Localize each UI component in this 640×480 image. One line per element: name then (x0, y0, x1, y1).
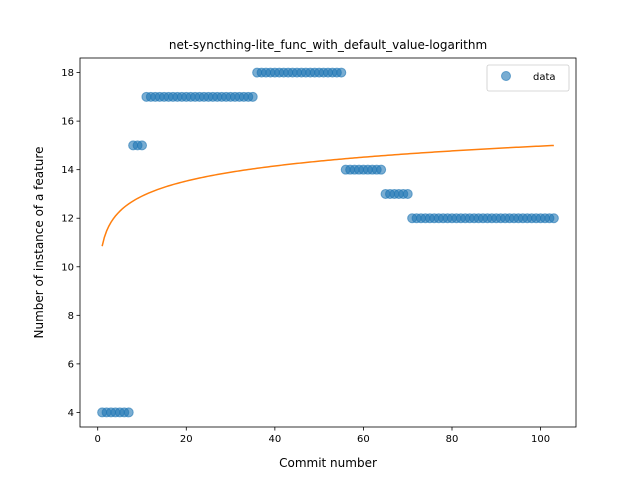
y-axis-title: Number of instance of a feature (32, 147, 46, 339)
y-axis: 4 6 8 10 12 14 16 18 (61, 68, 80, 419)
data-point (336, 67, 347, 78)
legend-box (486, 64, 570, 92)
y-tick-label: 10 (61, 262, 74, 273)
legend-marker-data (501, 71, 511, 81)
y-tick-label: 16 (61, 117, 74, 128)
legend: data (486, 64, 570, 92)
x-tick-label: 40 (268, 434, 281, 445)
y-tick-label: 12 (61, 214, 74, 225)
y-tick-label: 18 (61, 68, 74, 79)
data-point (247, 91, 258, 102)
fit-line (101, 144, 554, 247)
x-tick-label: 0 (95, 434, 101, 445)
x-axis-title: Commit number (279, 456, 377, 470)
data-point (137, 140, 147, 151)
data-point (548, 213, 559, 224)
x-tick-label: 80 (446, 434, 459, 445)
plot-area (97, 67, 559, 418)
plot-frame (79, 57, 577, 428)
legend-label-data: data (533, 72, 556, 83)
y-tick-label: 14 (61, 165, 74, 176)
x-axis: 0 20 40 60 80 100 (95, 427, 550, 445)
y-tick-label: 4 (68, 408, 74, 419)
chart-title: net-syncthing-lite_func_with_default_val… (169, 38, 487, 52)
data-point (402, 188, 413, 199)
data-point (376, 164, 387, 175)
x-tick-label: 20 (180, 434, 193, 445)
x-tick-label: 60 (357, 434, 370, 445)
y-tick-label: 6 (68, 359, 74, 370)
y-tick-label: 8 (68, 311, 74, 322)
x-tick-label: 100 (531, 434, 550, 445)
data-point (123, 407, 134, 418)
